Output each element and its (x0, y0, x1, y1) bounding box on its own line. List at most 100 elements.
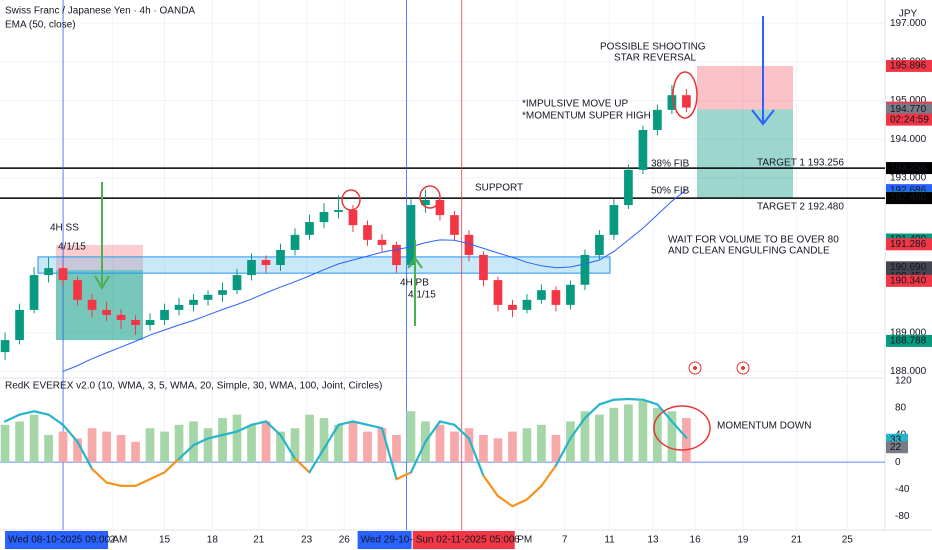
y-tick-label: -80 (895, 511, 910, 522)
volume-bar (348, 421, 358, 463)
momentum-line (656, 403, 674, 423)
momentum-line (554, 437, 572, 467)
y-tick-label: 194.000 (890, 134, 927, 145)
volume-bar (174, 424, 184, 463)
price-tag (886, 59, 932, 72)
candle-body (580, 254, 590, 285)
candle-body (276, 249, 285, 266)
volume-bar (131, 441, 140, 463)
volume-bar (377, 428, 387, 463)
volume-bar (566, 421, 575, 463)
value-tag (886, 441, 908, 454)
momentum-line (511, 498, 529, 508)
indicator-label: RedK EVEREX v2.0 (10, WMA, 3, 5, WMA, 20… (5, 381, 382, 392)
volume-bar (189, 421, 198, 463)
momentum-line (424, 420, 442, 443)
highlight-circle (653, 405, 711, 451)
x-tick-label: 7 (562, 535, 568, 546)
candle-body (145, 319, 155, 325)
y-tick-label: 0 (895, 457, 901, 468)
annotation: MOMENTUM DOWN (717, 421, 811, 432)
momentum-line (438, 420, 456, 426)
candle-body (377, 239, 387, 245)
candle-body (566, 284, 575, 305)
volume-bar (392, 435, 401, 463)
x-tick-label: 19 (737, 535, 749, 546)
momentum-line (3, 413, 21, 423)
highlight-circle (672, 71, 698, 119)
value-tag-label: 22 (890, 442, 902, 453)
volume-bar (319, 418, 329, 463)
x-tick-label: 16 (690, 535, 702, 546)
candle-body (363, 225, 372, 240)
volume-bar (261, 421, 271, 463)
momentum-line (192, 437, 210, 447)
momentum-line (163, 457, 181, 474)
candle-body (174, 304, 184, 310)
arrow-head (407, 256, 423, 269)
candle-body (609, 205, 619, 235)
volume-bar (493, 438, 503, 463)
candle-body (624, 169, 633, 206)
momentum-line (308, 447, 326, 474)
volume-bar (29, 414, 39, 463)
y-tick-label: -40 (895, 484, 910, 495)
signal-dot (688, 361, 702, 375)
price-tag (886, 261, 932, 274)
candle-body (160, 309, 169, 320)
price-tag-label: 192.686 (890, 185, 927, 196)
reward-box (56, 270, 143, 341)
candle-body (0, 340, 10, 353)
indicator-label: EMA (50, close) (5, 20, 76, 31)
momentum-line (235, 423, 253, 433)
date-tag-label: Wed 08-10-2025 09:00 AM (8, 535, 127, 546)
volume-bar (58, 431, 68, 463)
candle-body (261, 259, 271, 266)
momentum-line (351, 420, 369, 426)
momentum-line (105, 481, 123, 487)
ema-line (62, 189, 687, 372)
annotation: 4/1/15 (408, 290, 436, 301)
signal-dot (741, 366, 745, 370)
highlight-circle (341, 189, 361, 211)
price-tag (886, 192, 932, 205)
candle-body (73, 280, 82, 300)
volume-bar (218, 418, 227, 463)
x-tick-label: 15 (159, 535, 171, 546)
date-tag-label: Wed 29-10-202 (361, 535, 430, 546)
price-tag-label: 188.788 (890, 336, 927, 347)
momentum-line (409, 440, 427, 474)
momentum-line (61, 423, 79, 443)
candle-body (218, 290, 227, 295)
volume-bar (595, 414, 604, 463)
candle-body (537, 290, 546, 300)
annotation: TARGET 1 193.256 (757, 158, 844, 169)
date-tag (357, 531, 412, 549)
y-tick-label: 197.000 (890, 18, 927, 29)
annotation: TARGET 2 192.480 (757, 202, 844, 213)
candle-body (15, 309, 24, 341)
momentum-line (206, 433, 224, 440)
candle-body (595, 234, 604, 255)
candle-body (508, 304, 517, 310)
candle-body (319, 212, 329, 223)
momentum-line (250, 420, 268, 426)
momentum-line (264, 420, 282, 437)
momentum-line (337, 420, 355, 426)
volume-bar (537, 424, 546, 463)
price-tag-label: 190.690 (890, 262, 927, 273)
momentum-line (540, 464, 558, 487)
momentum-line (496, 494, 514, 508)
momentum-line (47, 413, 65, 426)
date-tag (412, 531, 515, 549)
volume-bar (508, 431, 517, 463)
volume-bar (276, 431, 285, 463)
annotation: *IMPULSIVE MOVE UP (522, 99, 628, 110)
candle-body (435, 200, 445, 216)
y-tick-label: 189.000 (890, 327, 927, 338)
momentum-line (221, 430, 239, 437)
volume-bar (624, 404, 633, 463)
volume-bar (363, 431, 372, 463)
currency: JPY (899, 9, 918, 20)
